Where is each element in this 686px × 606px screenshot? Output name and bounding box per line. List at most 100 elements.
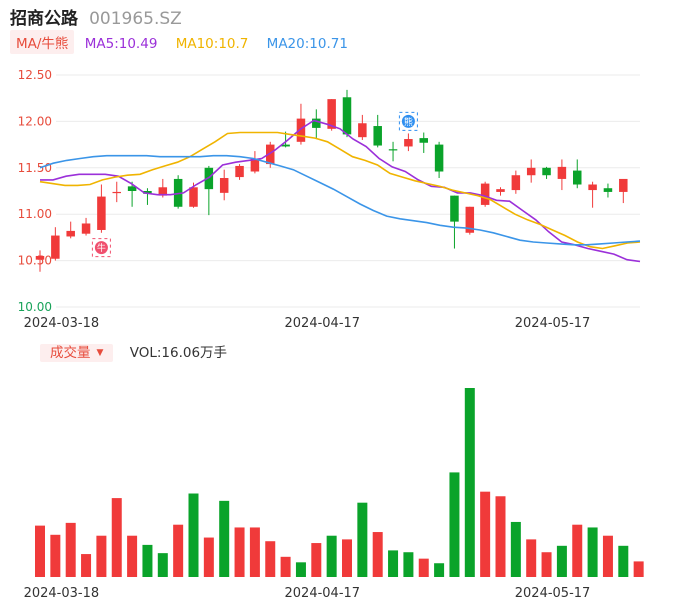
stock-code: 001965.SZ — [89, 9, 182, 29]
candle-body — [250, 158, 260, 172]
volume-bar — [142, 544, 153, 577]
candle-body — [81, 223, 91, 234]
candle-body — [312, 118, 321, 128]
volume-bar — [219, 500, 230, 577]
candle-body — [112, 191, 121, 194]
candle-body — [526, 167, 536, 176]
volume-bar — [572, 524, 583, 577]
price-y-axis: 12.50 12.00 11.50 11.00 10.50 10.00 — [18, 68, 52, 314]
candle-body — [204, 167, 214, 190]
volume-bar — [618, 545, 629, 577]
volume-dropdown-label: 成交量 — [50, 345, 91, 361]
y-tick-label: 12.00 — [18, 114, 52, 128]
x-tick-label: 2024-03-18 — [24, 316, 100, 331]
volume-bar — [280, 556, 291, 577]
ma-legend: MA/牛熊 MA5:10.49 MA10:10.7 MA20:10.71 — [10, 30, 348, 54]
marker-dot — [401, 114, 415, 128]
ma20-line — [39, 154, 641, 246]
candle-body — [603, 188, 613, 192]
volume-bar — [541, 552, 552, 577]
candle-body — [358, 123, 367, 138]
volume-bar — [111, 498, 122, 577]
volume-x-axis: 2024-03-18 2024-04-17 2024-05-17 — [24, 586, 591, 601]
candle-body — [143, 191, 152, 194]
volume-bar — [633, 561, 644, 577]
volume-bar — [403, 552, 414, 577]
candle-body — [189, 187, 198, 207]
candle-body — [542, 167, 551, 176]
volume-bar — [157, 553, 168, 577]
volume-bar — [434, 563, 445, 577]
volume-bars — [35, 388, 644, 577]
candle-body — [419, 138, 428, 143]
volume-bar — [203, 537, 214, 577]
volume-value: VOL:16.06万手 — [129, 345, 228, 361]
volume-legend: 成交量 ▼ VOL:16.06万手 — [40, 341, 227, 363]
bull-marker: 牛 — [91, 238, 111, 258]
candle-body — [450, 195, 459, 222]
volume-x-tick-label: 2024-05-17 — [515, 586, 591, 601]
candle-body — [557, 166, 567, 179]
ma-bull-bear-toggle[interactable]: MA/牛熊 — [10, 30, 75, 54]
candle-body — [373, 126, 382, 146]
candle-body — [158, 187, 168, 196]
y-tick-label: 10.50 — [18, 254, 52, 268]
volume-bar — [234, 527, 245, 577]
volume-x-tick-label: 2024-03-18 — [24, 586, 100, 601]
volume-bar — [249, 527, 260, 577]
volume-bar — [50, 534, 61, 577]
volume-bar — [556, 545, 567, 577]
candle-body — [434, 144, 444, 172]
candle-body — [465, 206, 475, 233]
volume-bar — [342, 539, 352, 577]
candle-body — [480, 183, 490, 205]
candle-body — [511, 175, 521, 191]
price-x-axis: 2024-03-18 2024-04-17 2024-05-17 — [24, 316, 591, 331]
candle-body — [388, 149, 398, 151]
candle-body — [66, 230, 75, 237]
candle-body — [266, 144, 275, 165]
volume-bar — [418, 558, 429, 577]
marker-label: 熊 — [404, 116, 413, 128]
ma10-legend: MA10:10.7 — [175, 36, 249, 52]
marker-frame — [398, 111, 418, 131]
volume-indicator-dropdown[interactable]: 成交量 ▼ — [40, 344, 114, 362]
volume-bar — [35, 525, 45, 577]
volume-bar — [587, 527, 598, 577]
volume-bar — [372, 532, 383, 577]
candle-body — [219, 178, 229, 193]
candle-body — [342, 97, 352, 135]
marker-label: 牛 — [97, 242, 106, 254]
volume-bar — [65, 522, 76, 577]
candle-body — [619, 178, 628, 192]
volume-bar — [602, 535, 613, 577]
ma-lines — [39, 119, 641, 263]
candle-body — [235, 165, 244, 178]
candle-body — [97, 196, 106, 230]
candle-body — [127, 186, 137, 191]
candlestick-series — [35, 89, 628, 272]
x-tick-label: 2024-05-17 — [515, 316, 591, 331]
candle-body — [51, 235, 60, 259]
volume-bar — [311, 543, 322, 577]
marker-frame — [91, 238, 111, 258]
candle-body — [296, 118, 306, 142]
stock-header: 招商公路 001965.SZ — [10, 4, 182, 29]
x-tick-label: 2024-04-17 — [285, 316, 361, 331]
y-tick-label: 12.50 — [18, 68, 52, 82]
volume-bar — [388, 550, 399, 577]
ma10-line — [39, 131, 641, 250]
y-tick-label: 10.00 — [18, 300, 52, 314]
volume-bar — [326, 535, 337, 577]
candle-body — [573, 170, 582, 185]
volume-bar — [81, 554, 92, 577]
volume-bar — [480, 491, 491, 577]
bull-bear-markers: 牛熊 — [91, 111, 418, 258]
volume-bar — [96, 535, 107, 577]
volume-bar — [173, 524, 184, 577]
volume-bar — [495, 496, 506, 577]
volume-bar — [357, 502, 368, 577]
candle-body — [35, 255, 45, 260]
candle-body — [588, 184, 597, 191]
